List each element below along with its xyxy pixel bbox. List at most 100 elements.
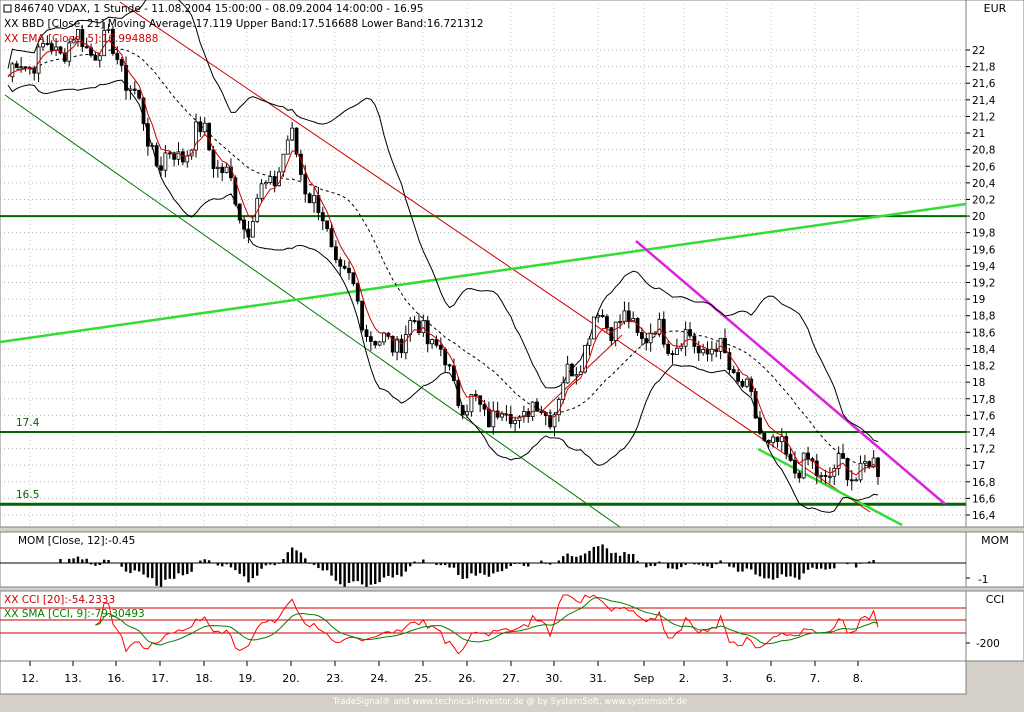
candle-body bbox=[824, 475, 827, 476]
candle-body bbox=[313, 195, 316, 202]
momentum-bar bbox=[614, 553, 616, 563]
momentum-bar bbox=[676, 563, 678, 569]
candle-body bbox=[605, 317, 608, 328]
time-tick-label: 6. bbox=[766, 672, 777, 685]
candle-body bbox=[422, 321, 425, 333]
candle-body bbox=[120, 59, 123, 65]
price-tick-label: 17,6 bbox=[972, 410, 996, 422]
momentum-bar bbox=[475, 563, 477, 576]
price-tick-label: 16,6 bbox=[972, 493, 996, 505]
momentum-bar bbox=[409, 563, 411, 566]
momentum-bar bbox=[308, 563, 310, 564]
momentum-bar bbox=[584, 553, 586, 563]
candle-body bbox=[763, 433, 766, 440]
candle-body bbox=[382, 333, 385, 342]
momentum-bar bbox=[492, 563, 494, 573]
momentum-bar bbox=[549, 563, 551, 565]
momentum-bar bbox=[580, 555, 582, 563]
time-tick-label: 8. bbox=[853, 672, 864, 685]
candle-body bbox=[352, 273, 355, 284]
candle-body bbox=[330, 229, 333, 247]
candle-body bbox=[640, 333, 643, 339]
momentum-bar bbox=[759, 563, 761, 576]
momentum-bar bbox=[754, 563, 756, 575]
candle-body bbox=[461, 405, 464, 414]
momentum-bar bbox=[155, 563, 157, 586]
candle-body bbox=[737, 373, 740, 382]
momentum-bar bbox=[466, 563, 468, 578]
momentum-bar bbox=[824, 563, 826, 570]
momentum-bar bbox=[313, 563, 315, 565]
candle-body bbox=[671, 354, 674, 355]
momentum-bar bbox=[365, 563, 367, 587]
momentum-bar bbox=[794, 563, 796, 578]
momentum-bar bbox=[182, 563, 184, 575]
momentum-bar bbox=[72, 558, 74, 563]
candle-body bbox=[842, 454, 845, 459]
momentum-bar bbox=[741, 563, 743, 571]
momentum-bar bbox=[610, 553, 612, 563]
candle-body bbox=[623, 311, 626, 322]
candle-body bbox=[435, 340, 438, 346]
momentum-bar bbox=[418, 562, 420, 563]
price-tick-label: 17,8 bbox=[972, 394, 995, 406]
momentum-bar bbox=[545, 563, 547, 564]
momentum-bar bbox=[348, 563, 350, 583]
momentum-bar bbox=[479, 563, 481, 573]
price-tick-label: 17 bbox=[972, 460, 985, 472]
momentum-bar bbox=[287, 552, 289, 563]
time-tick-label: 13. bbox=[64, 672, 82, 685]
momentum-bar bbox=[291, 548, 293, 563]
candle-body bbox=[361, 301, 364, 330]
momentum-bar bbox=[90, 563, 92, 564]
candle-body bbox=[203, 123, 206, 131]
momentum-bar bbox=[164, 563, 166, 580]
cci-title: CCI bbox=[986, 593, 1005, 606]
time-tick-label: 26. bbox=[458, 672, 476, 685]
candle-body bbox=[601, 315, 604, 316]
momentum-bar bbox=[667, 563, 669, 568]
candle-body bbox=[146, 124, 149, 146]
candle-body bbox=[828, 476, 831, 477]
candle-body bbox=[413, 321, 416, 322]
candle-body bbox=[710, 349, 713, 354]
price-tick-label: 19 bbox=[972, 294, 985, 306]
momentum-bar bbox=[789, 563, 791, 576]
momentum-bar bbox=[138, 563, 140, 571]
candle-body bbox=[448, 365, 451, 366]
momentum-bar bbox=[374, 563, 376, 584]
candle-body bbox=[789, 454, 792, 460]
candle-body bbox=[334, 247, 337, 260]
momentum-bar bbox=[396, 563, 398, 575]
candle-body bbox=[658, 319, 661, 334]
candle-body bbox=[286, 140, 289, 154]
candle-body bbox=[684, 330, 687, 347]
momentum-bar bbox=[239, 563, 241, 574]
momentum-bar bbox=[829, 563, 831, 569]
candle-body bbox=[802, 453, 805, 478]
momentum-bar bbox=[785, 563, 787, 577]
candle-body bbox=[531, 402, 534, 417]
momentum-bar bbox=[597, 546, 599, 563]
momentum-bar bbox=[444, 563, 446, 565]
candle-body bbox=[216, 167, 219, 168]
price-tick-label: 21,8 bbox=[972, 62, 995, 74]
price-tick-label: 19,6 bbox=[972, 244, 996, 256]
price-tick-label: 20,6 bbox=[972, 161, 996, 173]
price-panel bbox=[0, 0, 966, 527]
momentum-bar bbox=[282, 559, 284, 563]
price-tick-label: 16,8 bbox=[972, 477, 995, 489]
price-tick-label: 19,8 bbox=[972, 228, 995, 240]
momentum-bar bbox=[208, 560, 210, 563]
momentum-bar bbox=[588, 551, 590, 563]
momentum-bar bbox=[217, 563, 219, 565]
candle-body bbox=[308, 194, 311, 203]
momentum-bar bbox=[816, 563, 818, 569]
momentum-bar bbox=[702, 563, 704, 566]
momentum-bar bbox=[514, 563, 516, 564]
time-tick-label: 2. bbox=[679, 672, 690, 685]
momentum-bar bbox=[392, 563, 394, 577]
momentum-bar bbox=[601, 544, 603, 563]
momentum-bar bbox=[413, 562, 415, 563]
